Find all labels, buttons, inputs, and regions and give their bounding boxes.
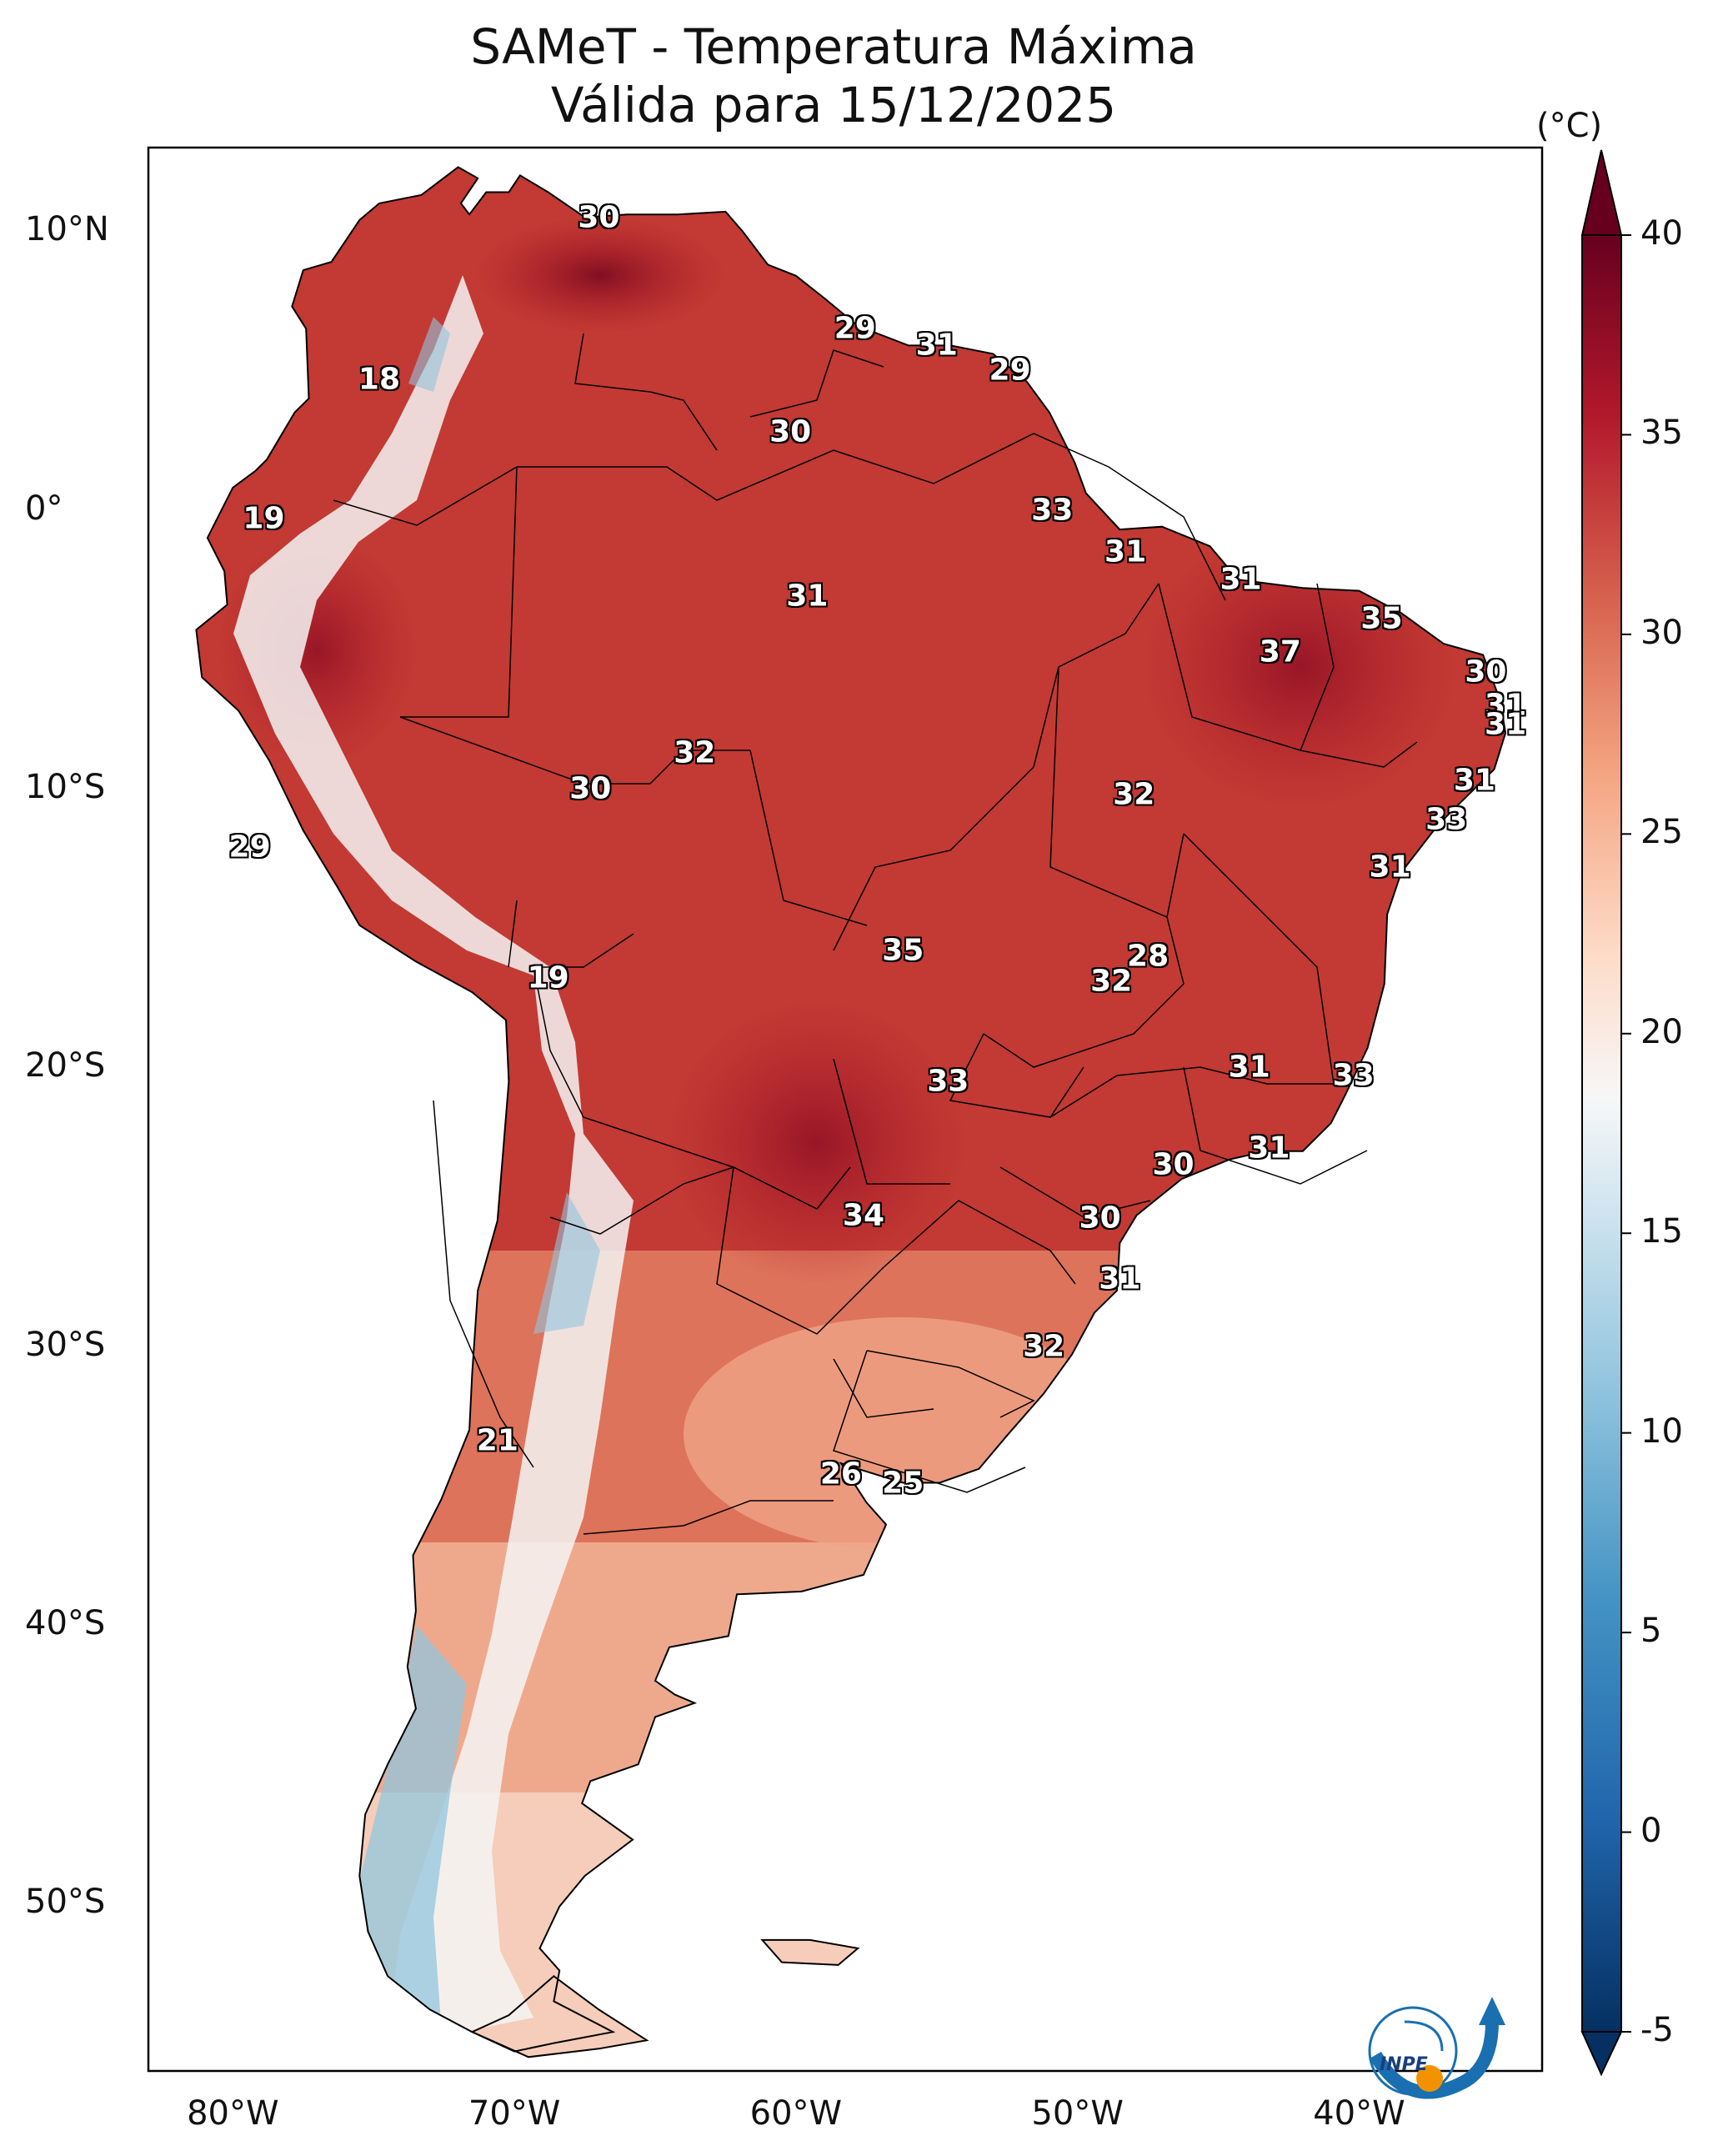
temperature-label: 30 xyxy=(769,414,812,449)
logo-text: INPE xyxy=(1380,2054,1428,2075)
temperature-label: 19 xyxy=(527,960,569,995)
lat-tick-label: 10°S xyxy=(25,768,106,806)
temperature-label: 37 xyxy=(1259,634,1301,669)
temperature-label: 30 xyxy=(1079,1201,1121,1236)
temperature-label: 33 xyxy=(1031,493,1074,528)
lat-tick-label: 30°S xyxy=(25,1325,106,1364)
colorbar-tick-label: -5 xyxy=(1640,2011,1674,2049)
temperature-label: 31 xyxy=(1099,1261,1141,1296)
lat-tick-label: 10°N xyxy=(25,210,109,249)
colorbar-tick-label: 35 xyxy=(1640,414,1683,453)
temperature-label: 35 xyxy=(1360,601,1403,636)
temperature-label: 35 xyxy=(882,933,924,968)
lat-tick-label: 0° xyxy=(25,489,63,528)
temperature-label: 30 xyxy=(1465,654,1507,689)
colorbar-unit: (°C) xyxy=(1536,107,1603,145)
colorbar-tick-label: 15 xyxy=(1640,1212,1683,1251)
temperature-label: 32 xyxy=(1090,964,1133,999)
lon-tick-label: 40°W xyxy=(1313,2094,1405,2133)
colorbar-tick-label: 10 xyxy=(1640,1411,1683,1451)
temperature-label: 25 xyxy=(882,1466,924,1501)
temperature-label: 32 xyxy=(1023,1329,1065,1364)
lon-tick-label: 60°W xyxy=(749,2094,843,2133)
lon-tick-label: 50°W xyxy=(1031,2094,1124,2133)
temperature-label: 26 xyxy=(819,1457,862,1492)
lat-tick-label: 50°S xyxy=(25,1883,106,1922)
temperature-label: 21 xyxy=(476,1423,518,1458)
lat-tick-label: 40°S xyxy=(25,1604,106,1643)
temperature-label: 31 xyxy=(786,579,829,614)
temperature-label: 32 xyxy=(1113,777,1155,812)
inpe-logo: INPE xyxy=(1368,1997,1505,2099)
temperature-label: 31 xyxy=(1220,562,1262,597)
colorbar-tick-label: 5 xyxy=(1640,1612,1662,1651)
country-borders xyxy=(333,333,1418,1535)
temperature-label: 29 xyxy=(834,311,876,346)
temperature-label: 31 xyxy=(1248,1131,1290,1166)
temperature-label: 30 xyxy=(1152,1147,1195,1182)
temperature-label: 33 xyxy=(927,1064,969,1099)
map-title: SAMeT - Temperatura Máxima xyxy=(470,18,1197,75)
map-subtitle: Válida para 15/12/2025 xyxy=(550,77,1117,133)
temperature-label: 29 xyxy=(228,830,271,865)
temperature-label: 30 xyxy=(578,200,620,235)
colorbar-tick-label: 30 xyxy=(1640,613,1683,652)
lat-tick-label: 20°S xyxy=(25,1046,106,1086)
temperature-label: 19 xyxy=(243,501,285,536)
temperature-label: 29 xyxy=(989,353,1031,388)
colorbar-tick-label: 0 xyxy=(1640,1811,1662,1850)
temperature-label: 31 xyxy=(1369,850,1411,885)
temperature-label: 18 xyxy=(358,362,401,396)
lon-tick-label: 70°W xyxy=(468,2094,561,2133)
colorbar-tick-label: 40 xyxy=(1640,214,1683,253)
temperature-label: 31 xyxy=(1104,534,1147,569)
temperature-label: 33 xyxy=(1332,1058,1375,1093)
temperature-label: 33 xyxy=(1425,802,1468,837)
colorbar-tick-label: 25 xyxy=(1640,813,1683,852)
temperature-label: 34 xyxy=(842,1198,885,1233)
colorbar xyxy=(1580,149,1631,2077)
temperature-label: 31 xyxy=(1485,707,1527,742)
temperature-label: 31 xyxy=(1228,1050,1270,1085)
temperature-label: 31 xyxy=(915,328,958,363)
temperature-label: 31 xyxy=(1485,688,1527,723)
lon-tick-label: 80°W xyxy=(187,2094,279,2133)
temperature-label: 28 xyxy=(1127,939,1170,974)
colorbar-tick-label: 20 xyxy=(1640,1012,1683,1051)
temperature-label: 32 xyxy=(674,735,716,770)
temperature-label: 31 xyxy=(1453,763,1495,798)
coastline xyxy=(195,166,1507,2058)
temperature-label: 30 xyxy=(569,771,612,806)
